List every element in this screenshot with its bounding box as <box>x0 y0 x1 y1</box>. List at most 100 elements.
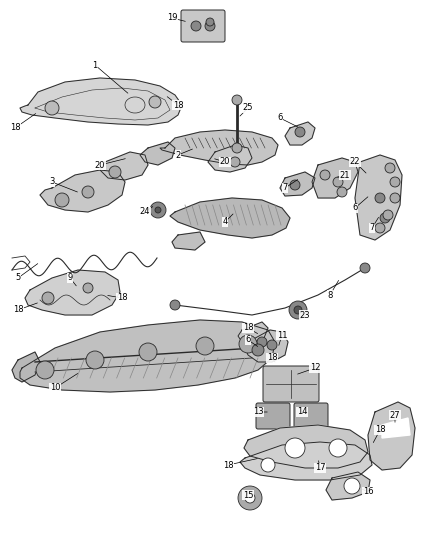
Polygon shape <box>40 170 125 212</box>
Circle shape <box>82 186 94 198</box>
Text: 11: 11 <box>277 330 287 340</box>
Circle shape <box>337 187 347 197</box>
Circle shape <box>86 351 104 369</box>
Polygon shape <box>172 232 205 250</box>
Polygon shape <box>20 78 182 125</box>
Polygon shape <box>208 145 252 172</box>
Circle shape <box>232 95 242 105</box>
Circle shape <box>289 301 307 319</box>
Text: 6: 6 <box>352 204 358 213</box>
Text: 18: 18 <box>243 324 253 333</box>
Circle shape <box>83 283 93 293</box>
Text: 10: 10 <box>50 384 60 392</box>
Text: 14: 14 <box>297 408 307 416</box>
Circle shape <box>385 163 395 173</box>
Circle shape <box>230 157 240 167</box>
Circle shape <box>55 193 69 207</box>
FancyBboxPatch shape <box>256 403 290 429</box>
Circle shape <box>139 343 157 361</box>
Circle shape <box>170 300 180 310</box>
Polygon shape <box>12 352 40 382</box>
Text: 24: 24 <box>140 207 150 216</box>
Circle shape <box>380 213 390 223</box>
Text: 18: 18 <box>13 305 23 314</box>
Polygon shape <box>100 152 148 180</box>
Circle shape <box>390 193 400 203</box>
Circle shape <box>290 180 300 190</box>
Circle shape <box>375 223 385 233</box>
Text: 16: 16 <box>363 488 373 497</box>
Polygon shape <box>160 130 278 165</box>
Text: 18: 18 <box>10 124 20 133</box>
Polygon shape <box>326 472 370 500</box>
Polygon shape <box>312 158 358 198</box>
Text: 18: 18 <box>267 353 277 362</box>
Circle shape <box>196 337 214 355</box>
Circle shape <box>155 207 161 213</box>
Circle shape <box>390 177 400 187</box>
Text: 23: 23 <box>300 311 310 319</box>
Circle shape <box>42 292 54 304</box>
Circle shape <box>149 96 161 108</box>
FancyBboxPatch shape <box>263 366 319 402</box>
Polygon shape <box>280 172 315 196</box>
Circle shape <box>294 306 302 314</box>
Polygon shape <box>240 442 372 480</box>
Text: 5: 5 <box>15 273 21 282</box>
Circle shape <box>375 193 385 203</box>
Text: 21: 21 <box>340 171 350 180</box>
Text: 8: 8 <box>327 290 333 300</box>
Circle shape <box>36 361 54 379</box>
Polygon shape <box>244 425 368 468</box>
Circle shape <box>344 478 360 494</box>
Text: 7: 7 <box>369 223 374 232</box>
Polygon shape <box>20 320 275 392</box>
Circle shape <box>360 263 370 273</box>
Polygon shape <box>285 122 315 145</box>
Text: 25: 25 <box>243 103 253 112</box>
Text: 4: 4 <box>223 217 228 227</box>
Circle shape <box>267 340 277 350</box>
Circle shape <box>383 210 393 220</box>
Text: 7: 7 <box>283 183 288 192</box>
Circle shape <box>257 337 267 347</box>
Polygon shape <box>140 142 175 165</box>
Polygon shape <box>238 322 268 342</box>
Text: 20: 20 <box>220 157 230 166</box>
Circle shape <box>109 166 121 178</box>
Circle shape <box>238 486 262 510</box>
Circle shape <box>252 344 264 356</box>
FancyBboxPatch shape <box>294 403 328 429</box>
Polygon shape <box>170 198 290 238</box>
Text: 3: 3 <box>49 177 55 187</box>
Circle shape <box>205 21 215 31</box>
Polygon shape <box>25 270 120 315</box>
Circle shape <box>295 127 305 137</box>
Circle shape <box>320 170 330 180</box>
Circle shape <box>329 439 347 457</box>
Text: 13: 13 <box>253 408 263 416</box>
Polygon shape <box>382 418 410 438</box>
Circle shape <box>239 335 257 353</box>
Circle shape <box>206 18 214 26</box>
Text: 6: 6 <box>277 114 283 123</box>
Text: 20: 20 <box>95 160 105 169</box>
Polygon shape <box>245 330 288 362</box>
Text: 1: 1 <box>92 61 98 69</box>
Text: 12: 12 <box>310 364 320 373</box>
FancyBboxPatch shape <box>181 10 225 42</box>
Text: 17: 17 <box>314 464 325 472</box>
Polygon shape <box>368 402 415 470</box>
Text: 15: 15 <box>243 490 253 499</box>
Text: 27: 27 <box>390 410 400 419</box>
Circle shape <box>261 458 275 472</box>
Circle shape <box>232 143 242 153</box>
Circle shape <box>245 493 255 503</box>
Text: 18: 18 <box>223 461 233 470</box>
Text: 18: 18 <box>117 294 127 303</box>
Circle shape <box>45 101 59 115</box>
Text: 22: 22 <box>350 157 360 166</box>
Circle shape <box>191 21 201 31</box>
Text: 6: 6 <box>245 335 251 344</box>
Circle shape <box>333 177 343 187</box>
